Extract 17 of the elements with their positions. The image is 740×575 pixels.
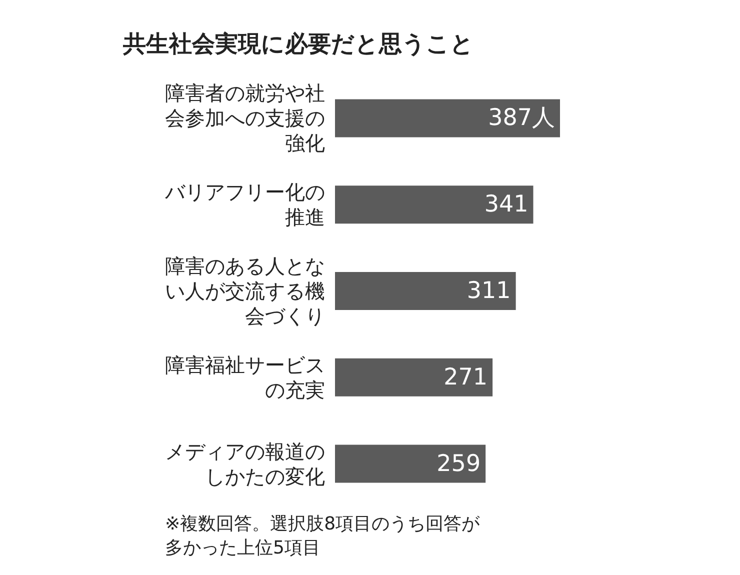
bar: [335, 99, 560, 138]
y-tick-label: 障害のある人とない人が交流する機会づくり: [165, 254, 325, 328]
bar: [335, 358, 493, 396]
bar: [335, 444, 486, 483]
y-tick-label: バリアフリー化の推進: [164, 180, 325, 230]
data-label: 387人: [488, 105, 555, 132]
y-tick-label: メディアの報道のしかたの変化: [165, 439, 325, 488]
data-label: 259: [436, 450, 481, 477]
text: ※複数回答。選択肢8項目のうち回答が多かった上位5項目: [165, 514, 481, 558]
y-tick-label: 障害者の就労や社会参加への支援の強化: [165, 81, 325, 156]
chart-title: 共生社会実現に必要だと思うこと: [122, 30, 474, 58]
y-tick-label: 障害福祉サービスの充実: [165, 352, 325, 402]
data-label: 271: [444, 364, 488, 390]
bar: [335, 186, 534, 224]
data-label: 311: [466, 278, 511, 304]
bar: [335, 272, 516, 310]
data-label: 341: [484, 192, 528, 218]
